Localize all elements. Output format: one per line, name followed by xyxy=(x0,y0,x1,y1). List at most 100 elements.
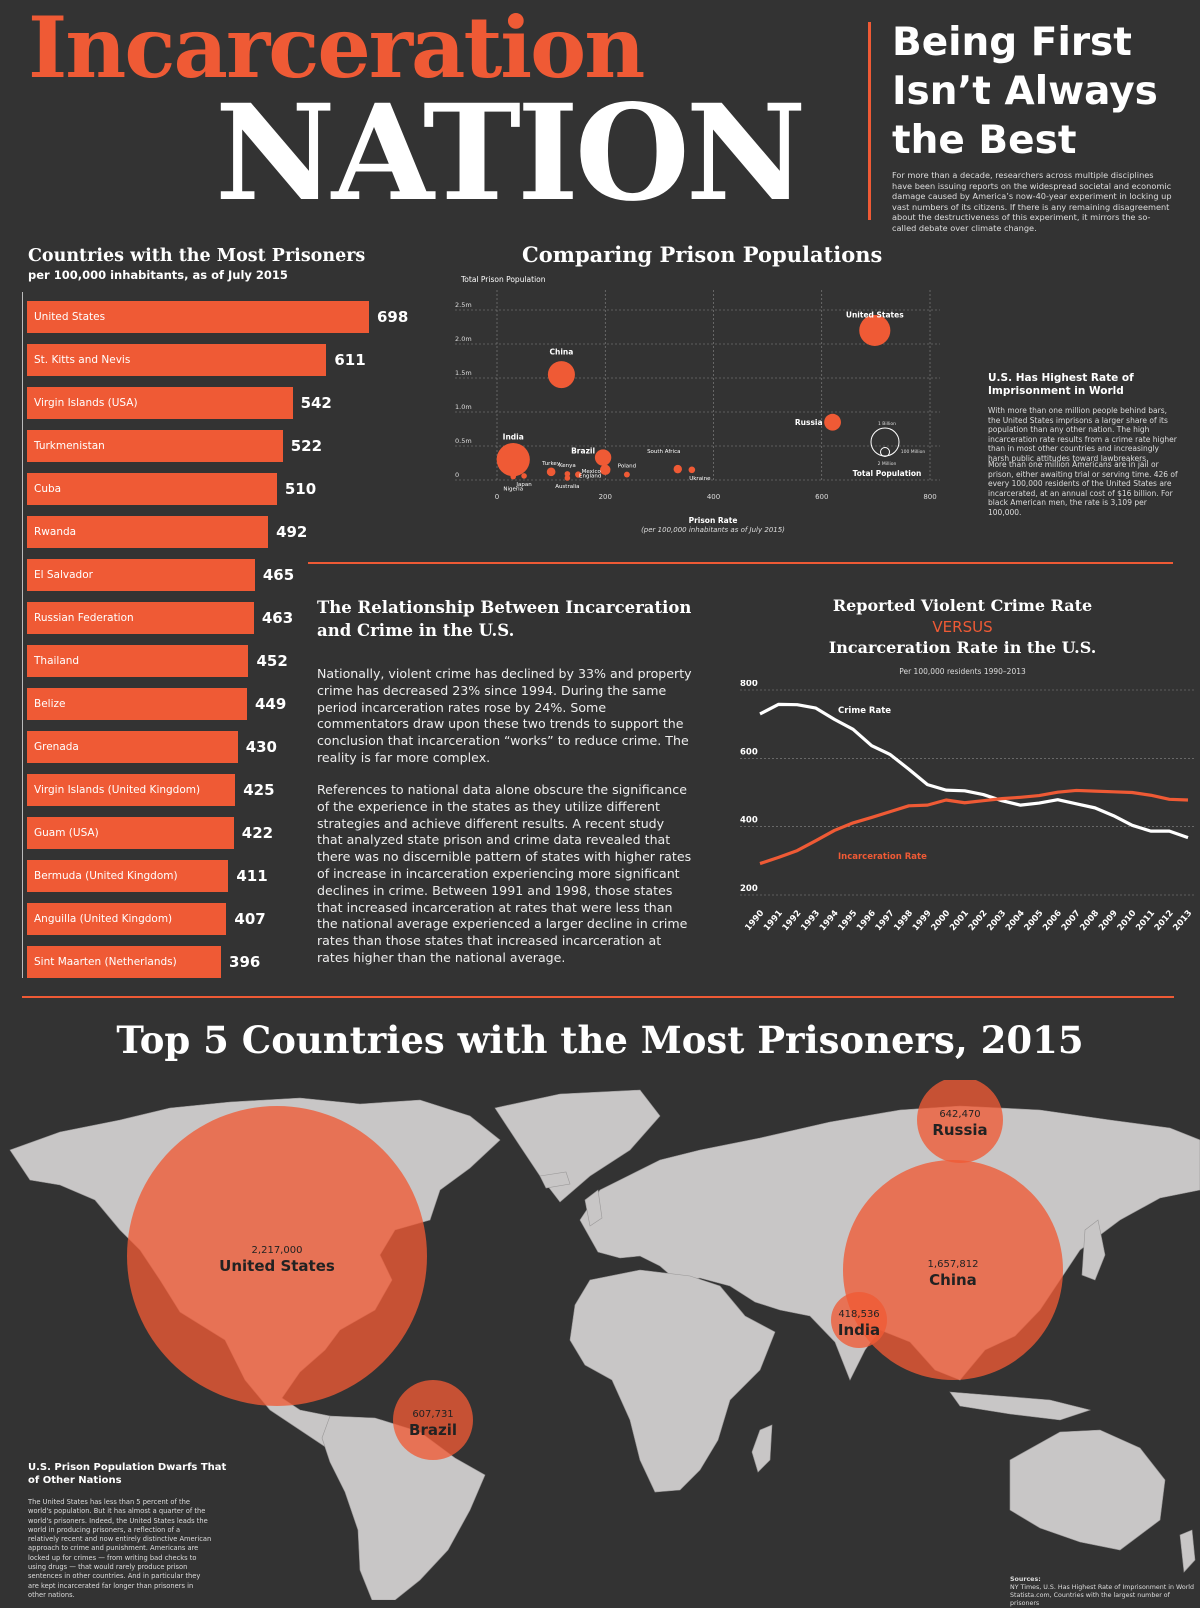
scatter-x-tick-label: 400 xyxy=(707,493,720,501)
line-x-tick-label: 2006 xyxy=(1041,908,1064,933)
land-australia xyxy=(1009,1429,1166,1551)
land-greenland xyxy=(494,1089,661,1203)
bar-label: Anguilla (United Kingdom) xyxy=(34,913,173,925)
bottom-left-heading: U.S. Prison Population Dwarfs That of Ot… xyxy=(28,1462,227,1486)
bar xyxy=(27,516,269,548)
scatter-point-label: Australia xyxy=(555,484,579,490)
bar xyxy=(27,645,249,677)
scatter-point-label: Poland xyxy=(618,464,636,470)
bar-value-label: 422 xyxy=(241,824,274,842)
bar-label: United States xyxy=(34,311,106,323)
line-x-tick-label: 2011 xyxy=(1134,908,1157,933)
scatter-point xyxy=(824,413,841,431)
bar-value-label: 611 xyxy=(334,351,366,369)
scatter-point xyxy=(564,475,571,481)
scatter-x-tick-label: 0 xyxy=(495,493,499,501)
scatter-title: Comparing Prison Populations xyxy=(522,242,883,267)
line-x-tick-label: 2007 xyxy=(1060,908,1083,933)
intro-text: For more than a decade, researchers acro… xyxy=(892,170,1172,233)
scatter-point xyxy=(859,314,891,346)
line-x-tick-label: 2002 xyxy=(967,908,990,933)
bar-value-label: 452 xyxy=(256,652,288,670)
scatter-x-axis-note: (per 100,000 inhabitants as of July 2015… xyxy=(641,526,785,534)
line-x-tick-label: 2013 xyxy=(1171,908,1194,933)
title-incarceration: Incarceration xyxy=(28,0,645,97)
line-chart-title-2: Incarceration Rate in the U.S. xyxy=(828,638,1097,657)
bar-label: Belize xyxy=(34,698,66,710)
line-x-tick-label: 2010 xyxy=(1116,908,1139,933)
line-x-tick-label: 1996 xyxy=(855,908,878,933)
bar-label: Cuba xyxy=(34,483,62,495)
bar-value-label: 449 xyxy=(254,695,287,713)
scatter-y-tick-label: 0.5m xyxy=(455,437,472,445)
scatter-point-label: Russia xyxy=(795,418,823,427)
line-x-tick-label: 2008 xyxy=(1078,908,1101,933)
bar-label: El Salvador xyxy=(34,569,93,581)
size-legend-item: 100 Million xyxy=(901,449,926,455)
line-chart-versus: VERSUS xyxy=(932,618,993,636)
bar-value-label: 396 xyxy=(229,953,261,971)
scatter-point-label: Japan xyxy=(515,482,532,488)
bar-label: Bermuda (United Kingdom) xyxy=(34,870,178,882)
series-label: Crime Rate xyxy=(838,706,891,716)
map-bubble-country: Russia xyxy=(932,1121,987,1139)
map-bubble xyxy=(393,1380,473,1460)
map-bubble xyxy=(917,1080,1003,1163)
scatter-point xyxy=(496,442,530,477)
bar xyxy=(27,903,227,935)
scatter-y-axis-label: Total Prison Population xyxy=(460,275,546,284)
scatter-x-tick-label: 200 xyxy=(599,493,612,501)
bar xyxy=(27,774,236,806)
scatter-point xyxy=(564,471,571,477)
bar xyxy=(27,559,255,591)
line-x-tick-label: 2012 xyxy=(1153,908,1176,933)
line-x-tick-label: 1991 xyxy=(762,908,785,933)
bar-value-label: 411 xyxy=(236,867,268,885)
scatter-point xyxy=(546,467,556,477)
scatter-point xyxy=(575,471,582,478)
size-legend-item: 1 Billion xyxy=(878,421,896,427)
relationship-paragraph-2: References to national data alone obscur… xyxy=(317,782,692,965)
bar-chart-subtitle: per 100,000 inhabitants, as of July 2015 xyxy=(28,268,288,282)
scatter-side-heading: U.S. Has Highest Rate of Imprisonment in… xyxy=(988,372,1134,397)
line-x-tick-label: 2005 xyxy=(1023,908,1046,933)
scatter-point xyxy=(547,361,575,389)
scatter-y-tick-label: 2.5m xyxy=(455,301,472,309)
bar xyxy=(27,344,327,376)
bar-value-label: 522 xyxy=(290,437,323,455)
scatter-point-label: Kenya xyxy=(559,463,576,469)
scatter-chart: Total Prison Population 0 0.5m 1.0m 1.5m 2.0m… xyxy=(455,275,940,534)
bar-label: Virgin Islands (United Kingdom) xyxy=(34,784,201,796)
line-x-tick-label: 1995 xyxy=(836,908,859,933)
scatter-x-tick-label: 800 xyxy=(923,493,936,501)
scatter-point xyxy=(673,464,682,474)
bar-value-label: 698 xyxy=(377,308,409,326)
map-bubble-value: 642,470 xyxy=(939,1109,980,1120)
scatter-point-label: China xyxy=(549,348,573,357)
bar-label: Virgin Islands (USA) xyxy=(34,397,138,409)
bar xyxy=(27,430,283,462)
scatter-point-label: United States xyxy=(846,310,904,319)
map-bubble-country: China xyxy=(929,1271,977,1289)
scatter-side-paragraph-2: More than one million Americans are in j… xyxy=(988,460,1178,517)
line-chart: 200 400 600 800 1990199119921993199419951996… xyxy=(740,680,1195,933)
bar-value-label: 492 xyxy=(276,523,308,541)
bar-chart-axis xyxy=(22,292,23,978)
section-divider-2 xyxy=(22,996,1174,998)
scatter-side-paragraph-1: With more than one million people behind… xyxy=(988,406,1177,463)
map-bubble-value: 1,657,812 xyxy=(928,1259,979,1270)
line-x-tick-label: 1994 xyxy=(818,908,841,933)
line-y-tick-label: 600 xyxy=(740,747,758,757)
size-legend-circle-large xyxy=(870,427,900,457)
bar-value-label: 465 xyxy=(262,566,295,584)
scatter-point xyxy=(623,471,630,478)
line-y-tick-label: 800 xyxy=(740,680,758,689)
map-bubble xyxy=(127,1106,427,1406)
scatter-point-label: India xyxy=(503,433,524,442)
scatter-point-label: Brazil xyxy=(571,447,595,456)
land-africa xyxy=(569,1269,776,1493)
scatter-x-axis-label: Prison Rate xyxy=(689,516,738,525)
scatter-y-tick-label: 2.0m xyxy=(455,335,472,343)
section-divider-1 xyxy=(308,562,1173,564)
